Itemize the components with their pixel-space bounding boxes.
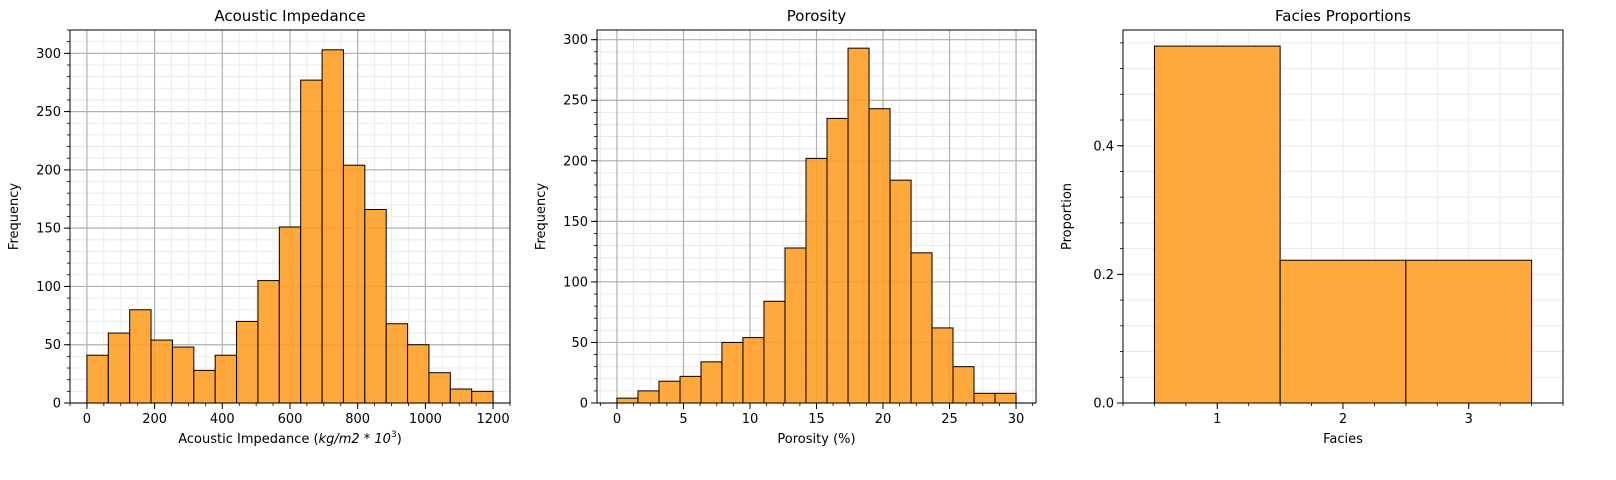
bar <box>342 164 366 404</box>
bar <box>449 388 473 404</box>
bar <box>107 332 131 404</box>
bars <box>86 49 494 404</box>
tick-label-y: 0.2 <box>1093 268 1114 283</box>
bar <box>952 366 975 404</box>
bar <box>1405 259 1533 404</box>
tick-label-y: 300 <box>36 47 61 62</box>
tick-label-x: 15 <box>808 412 825 427</box>
bar <box>236 320 259 404</box>
chart-title: Facies Proportions <box>1275 7 1411 25</box>
tick-label-y: 0.0 <box>1093 397 1114 412</box>
tick-label-x: 30 <box>1008 412 1025 427</box>
bar <box>784 247 807 404</box>
tick-label-x: 25 <box>941 412 958 427</box>
bar <box>193 369 216 404</box>
y-axis-label: Frequency <box>534 183 549 250</box>
ticks: 1 2 3 0.0 0.2 0.4 <box>1093 42 1564 427</box>
tick-label-x: 0 <box>83 412 91 427</box>
bar <box>214 354 238 404</box>
bar <box>679 375 702 404</box>
chart-1: 0 200 400 600 800 1000 1200 0 50 100 150 200 250 300 A… <box>7 7 511 447</box>
bar <box>805 157 828 404</box>
y-axis-label: Proportion <box>1060 183 1075 250</box>
tick-label-y: 200 <box>36 163 61 178</box>
bar <box>931 327 954 404</box>
bar <box>171 346 195 404</box>
tick-label-y: 100 <box>36 280 61 295</box>
tick-label-y: 150 <box>36 222 61 237</box>
tick-label-y: 300 <box>563 33 588 48</box>
bar <box>1153 45 1281 404</box>
y-axis-label: Frequency <box>7 183 22 250</box>
x-axis-label: Acoustic Impedance (kg/m2 * 103) <box>178 430 402 447</box>
bar <box>658 380 681 404</box>
bars <box>1153 45 1533 404</box>
tick-label-x: 800 <box>345 412 370 427</box>
tick-label-y: 150 <box>563 215 588 230</box>
bars <box>616 47 1017 404</box>
bar <box>763 300 786 404</box>
ticks: 0 200 400 600 800 1000 1200 0 50 100 150 200 250 300 <box>36 29 511 427</box>
bar <box>385 323 409 404</box>
tick-label-y: 250 <box>36 105 61 120</box>
tick-label-x: 1200 <box>477 412 510 427</box>
tick-label-x: 400 <box>210 412 235 427</box>
bar <box>428 372 451 404</box>
bar <box>847 47 870 404</box>
tick-label-y: 0 <box>53 397 61 412</box>
tick-label-y: 0.4 <box>1093 139 1114 154</box>
bar <box>300 79 323 404</box>
x-axis-label: Porosity (%) <box>777 432 855 447</box>
bar <box>321 49 344 404</box>
bar <box>826 117 849 404</box>
bar <box>150 339 173 404</box>
tick-label-y: 250 <box>563 94 588 109</box>
tick-label-y: 0 <box>580 397 588 412</box>
bar <box>742 337 765 404</box>
x-axis-label: Facies <box>1323 432 1363 447</box>
bar <box>364 209 387 404</box>
tick-label-x: 2 <box>1339 412 1347 427</box>
chart-title: Acoustic Impedance <box>214 7 365 25</box>
bar <box>637 390 660 404</box>
bar <box>889 179 912 404</box>
bar <box>994 392 1017 404</box>
bar <box>278 226 302 404</box>
tick-label-x: 600 <box>278 412 303 427</box>
chart-2: 0 5 10 15 20 25 30050100150200250300PorosityPo… <box>534 7 1037 447</box>
bar <box>616 397 639 404</box>
tick-label-y: 50 <box>44 338 61 353</box>
tick-label-x: 5 <box>679 412 687 427</box>
bar <box>721 341 744 404</box>
tick-label-y: 50 <box>571 336 588 351</box>
chart-3: 1 2 3 0.0 0.2 0.4 Facies Proportions Facies Prop… <box>1060 7 1564 447</box>
bar <box>700 361 723 404</box>
bar <box>973 392 996 404</box>
tick-label-x: 20 <box>875 412 892 427</box>
bar <box>1279 259 1407 404</box>
bar <box>910 252 933 404</box>
tick-label-x: 1000 <box>409 412 442 427</box>
bar <box>86 354 109 404</box>
bar <box>868 108 891 404</box>
bar <box>471 390 494 404</box>
tick-label-y: 200 <box>563 154 588 169</box>
tick-label-x: 3 <box>1465 412 1473 427</box>
tick-label-x: 0 <box>613 412 621 427</box>
tick-label-x: 10 <box>742 412 759 427</box>
tick-label-y: 100 <box>563 275 588 290</box>
chart-title: Porosity <box>787 7 847 25</box>
bar <box>257 280 280 404</box>
bar <box>129 309 152 404</box>
tick-label-x: 200 <box>142 412 167 427</box>
tick-label-x: 1 <box>1213 412 1221 427</box>
bar <box>407 344 430 404</box>
